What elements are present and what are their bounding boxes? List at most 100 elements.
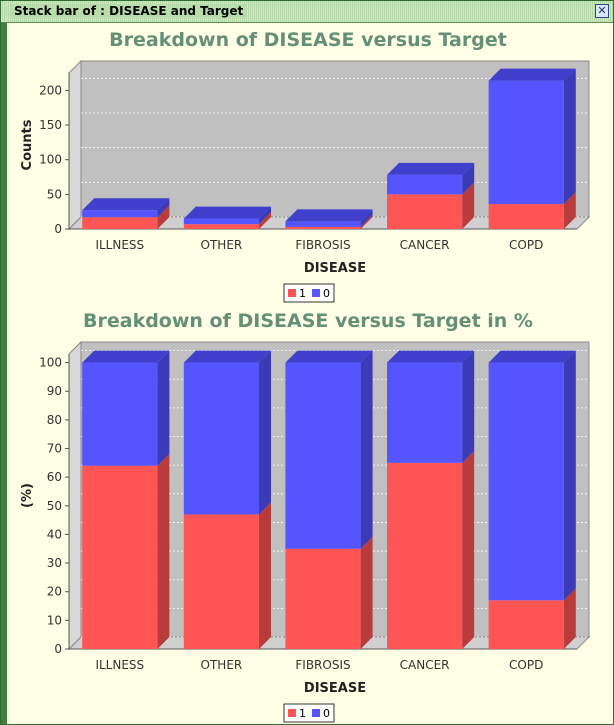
bar-side bbox=[157, 350, 170, 466]
bar-front bbox=[387, 194, 463, 229]
bar-side bbox=[258, 212, 271, 229]
bar-side bbox=[157, 198, 170, 218]
y-tick-label: 200 bbox=[39, 83, 62, 97]
bar-cancer-series-1 bbox=[387, 450, 475, 649]
bar-front bbox=[82, 217, 158, 229]
bar-front bbox=[387, 462, 463, 649]
bar-cancer-series-0 bbox=[387, 162, 475, 195]
bar-side bbox=[563, 588, 576, 649]
legend-label-0: 0 bbox=[323, 287, 330, 300]
x-axis-label: DISEASE bbox=[304, 261, 366, 276]
bar-fibrosis-series-1 bbox=[285, 214, 373, 229]
bar-copd-series-1 bbox=[488, 192, 576, 229]
bar-copd-series-1 bbox=[488, 588, 576, 649]
plot-left-wall bbox=[68, 59, 82, 231]
legend-swatch-1 bbox=[288, 709, 296, 717]
legend-swatch-0 bbox=[312, 709, 320, 717]
bar-side bbox=[258, 206, 271, 225]
bar-front bbox=[82, 362, 158, 466]
bar-front bbox=[82, 210, 158, 218]
y-tick-label: 20 bbox=[47, 585, 62, 599]
y-axis-label: (%) bbox=[20, 483, 35, 508]
bar-fibrosis-series-0 bbox=[285, 209, 373, 227]
bar-top bbox=[285, 209, 373, 222]
legend-box bbox=[283, 703, 335, 723]
bar-other-series-0 bbox=[183, 206, 271, 225]
x-tick-label: ILLNESS bbox=[95, 658, 144, 672]
x-tick-label: COPD bbox=[509, 238, 543, 252]
y-tick-label: 100 bbox=[39, 153, 62, 167]
bar-side bbox=[462, 350, 475, 463]
bar-front bbox=[387, 174, 463, 195]
y-tick-label: 30 bbox=[47, 556, 62, 570]
bar-front bbox=[183, 514, 259, 649]
chart-2: Breakdown of DISEASE versus Target in % 0… bbox=[20, 310, 591, 723]
bar-illness-series-1 bbox=[82, 453, 170, 649]
chart-title: Breakdown of DISEASE versus Target in % bbox=[83, 310, 533, 332]
bar-top bbox=[488, 68, 576, 81]
y-tick-label: 100 bbox=[39, 356, 62, 370]
chart-1: Breakdown of DISEASE versus Target 0 50 100… bbox=[20, 29, 591, 303]
bar-front bbox=[183, 362, 259, 515]
bar-front bbox=[488, 204, 564, 229]
legend-swatch-0 bbox=[312, 289, 320, 297]
bar-other-series-1 bbox=[183, 502, 271, 649]
legend-label-1: 1 bbox=[299, 707, 306, 720]
bar-copd-series-0 bbox=[488, 68, 576, 205]
bar-cancer-series-1 bbox=[387, 182, 475, 229]
bar-fibrosis-series-0 bbox=[285, 350, 373, 549]
x-tick-label: COPD bbox=[509, 658, 543, 672]
bar-front bbox=[285, 548, 361, 649]
bar-illness-series-0 bbox=[82, 350, 170, 466]
bar-front bbox=[82, 465, 158, 649]
bar-front bbox=[285, 221, 361, 227]
y-tick-label: 80 bbox=[47, 413, 62, 427]
bar-side bbox=[360, 350, 373, 549]
bar-front bbox=[183, 224, 259, 229]
bar-top bbox=[82, 198, 170, 211]
x-tick-label: ILLNESS bbox=[95, 238, 144, 252]
bar-side bbox=[360, 536, 373, 649]
x-tick-label: CANCER bbox=[400, 238, 450, 252]
bar-front bbox=[488, 80, 564, 205]
bar-front bbox=[387, 362, 463, 463]
bar-side bbox=[157, 453, 170, 649]
bar-top bbox=[183, 350, 271, 363]
x-tick-label: FIBROSIS bbox=[295, 238, 350, 252]
y-tick-label: 60 bbox=[47, 470, 62, 484]
chart-title: Breakdown of DISEASE versus Target bbox=[109, 29, 507, 51]
x-tick-label: FIBROSIS bbox=[295, 658, 350, 672]
bar-front bbox=[285, 362, 361, 549]
x-tick-label: OTHER bbox=[201, 238, 243, 252]
bar-side bbox=[462, 182, 475, 229]
x-tick-label: OTHER bbox=[201, 658, 243, 672]
bar-illness-series-0 bbox=[82, 198, 170, 218]
legend-swatch-1 bbox=[288, 289, 296, 297]
y-tick-label: 0 bbox=[54, 222, 62, 236]
bar-front bbox=[285, 226, 361, 229]
y-tick-label: 0 bbox=[54, 642, 62, 656]
bar-cancer-series-0 bbox=[387, 350, 475, 463]
bar-side bbox=[360, 214, 373, 229]
bar-side bbox=[563, 350, 576, 601]
close-icon[interactable]: ✕ bbox=[595, 4, 609, 18]
bar-front bbox=[183, 218, 259, 225]
bar-top bbox=[387, 350, 475, 363]
window-titlebar[interactable]: Stack bar of : DISEASE and Target ✕ bbox=[1, 1, 613, 23]
bar-top bbox=[82, 350, 170, 363]
bar-other-series-1 bbox=[183, 212, 271, 229]
bar-side bbox=[360, 209, 373, 227]
y-tick-label: 50 bbox=[47, 187, 62, 201]
bar-side bbox=[462, 450, 475, 649]
bar-top bbox=[285, 350, 373, 363]
bar-side bbox=[462, 162, 475, 195]
bar-top bbox=[183, 206, 271, 219]
plot-left-wall bbox=[68, 340, 82, 651]
x-axis-label: DISEASE bbox=[304, 681, 366, 696]
bar-illness-series-1 bbox=[82, 205, 170, 229]
bar-side bbox=[258, 502, 271, 649]
bar-side bbox=[157, 205, 170, 229]
bar-fibrosis-series-1 bbox=[285, 536, 373, 649]
